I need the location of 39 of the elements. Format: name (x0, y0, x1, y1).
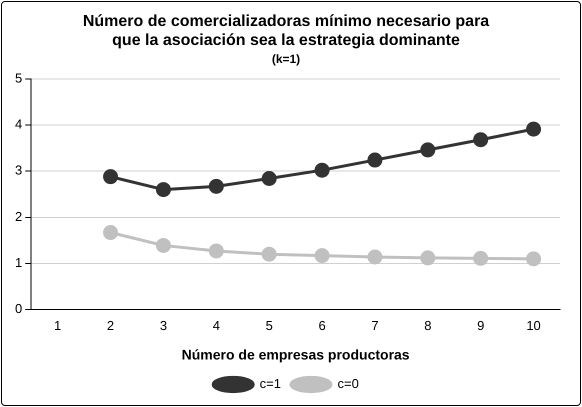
point (420, 250, 436, 266)
point (314, 162, 330, 178)
x-tick-label: 8 (424, 318, 432, 333)
point (208, 243, 224, 258)
legend-label: c=1 (260, 376, 282, 392)
x-tick-label: 3 (160, 318, 168, 333)
x-tick-label: 2 (106, 318, 114, 333)
point (367, 152, 382, 168)
point (208, 178, 224, 194)
point (262, 246, 277, 262)
x-axis-title: Número de empresas productoras (182, 346, 410, 362)
point (314, 248, 330, 264)
point (473, 250, 488, 266)
point (420, 142, 436, 158)
x-tick-label: 1 (54, 318, 62, 333)
legend-label: c=0 (338, 376, 359, 392)
y-tick-label: 1 (14, 255, 22, 270)
x-tick-label: 10 (526, 318, 541, 333)
point (526, 251, 542, 266)
point (156, 238, 171, 253)
chart-title: Número de comercializadoras mínimo necesario para que la asociación sea la estrategia dominante (82, 13, 490, 50)
x-tick-label: 7 (371, 318, 379, 333)
x-tick-label: 9 (477, 318, 484, 333)
x-tick-label: 4 (212, 318, 220, 333)
point (526, 122, 542, 137)
point (156, 182, 171, 198)
y-tick-label: 5 (14, 70, 22, 86)
point (473, 132, 488, 148)
point (262, 171, 277, 186)
x-tick-label: 5 (266, 318, 273, 333)
chart-subtitle: (k=1) (272, 52, 300, 66)
y-tick-label: 0 (14, 301, 22, 316)
x-tick-label: 6 (318, 318, 326, 333)
point (367, 249, 382, 264)
y-tick-label: 4 (14, 116, 22, 132)
point (103, 169, 118, 184)
y-tick-label: 3 (14, 162, 22, 178)
y-tick-label: 2 (14, 208, 22, 224)
point (103, 225, 118, 240)
